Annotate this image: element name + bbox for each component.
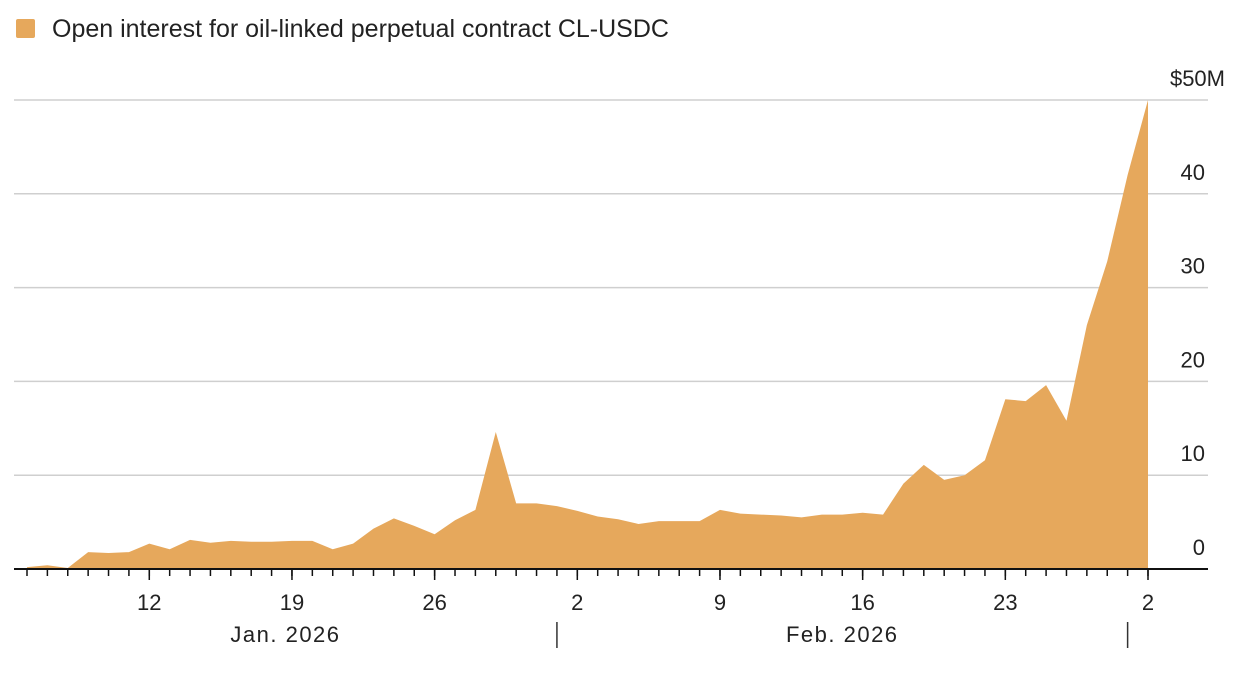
x-tick-label: 12 xyxy=(137,590,161,615)
y-tick-label: 10 xyxy=(1181,441,1205,466)
x-tick-label: 9 xyxy=(714,590,726,615)
y-tick-label: 20 xyxy=(1181,347,1205,372)
x-tick-label: 19 xyxy=(280,590,304,615)
legend-swatch xyxy=(16,19,35,38)
x-tick-label: 16 xyxy=(850,590,874,615)
x-tick-label: 2 xyxy=(1142,590,1154,615)
month-label: Jan. 2026 xyxy=(230,622,340,647)
legend-label: Open interest for oil-linked perpetual c… xyxy=(52,15,669,43)
month-label: Feb. 2026 xyxy=(786,622,899,647)
y-tick-label: $50M xyxy=(1170,66,1225,91)
x-tick-label: 2 xyxy=(571,590,583,615)
y-tick-label: 30 xyxy=(1181,254,1205,279)
x-tick-label: 23 xyxy=(993,590,1017,615)
area xyxy=(27,100,1148,569)
x-tick-label: 26 xyxy=(422,590,446,615)
y-tick-label: 40 xyxy=(1181,160,1205,185)
y-tick-label: 0 xyxy=(1193,535,1205,560)
